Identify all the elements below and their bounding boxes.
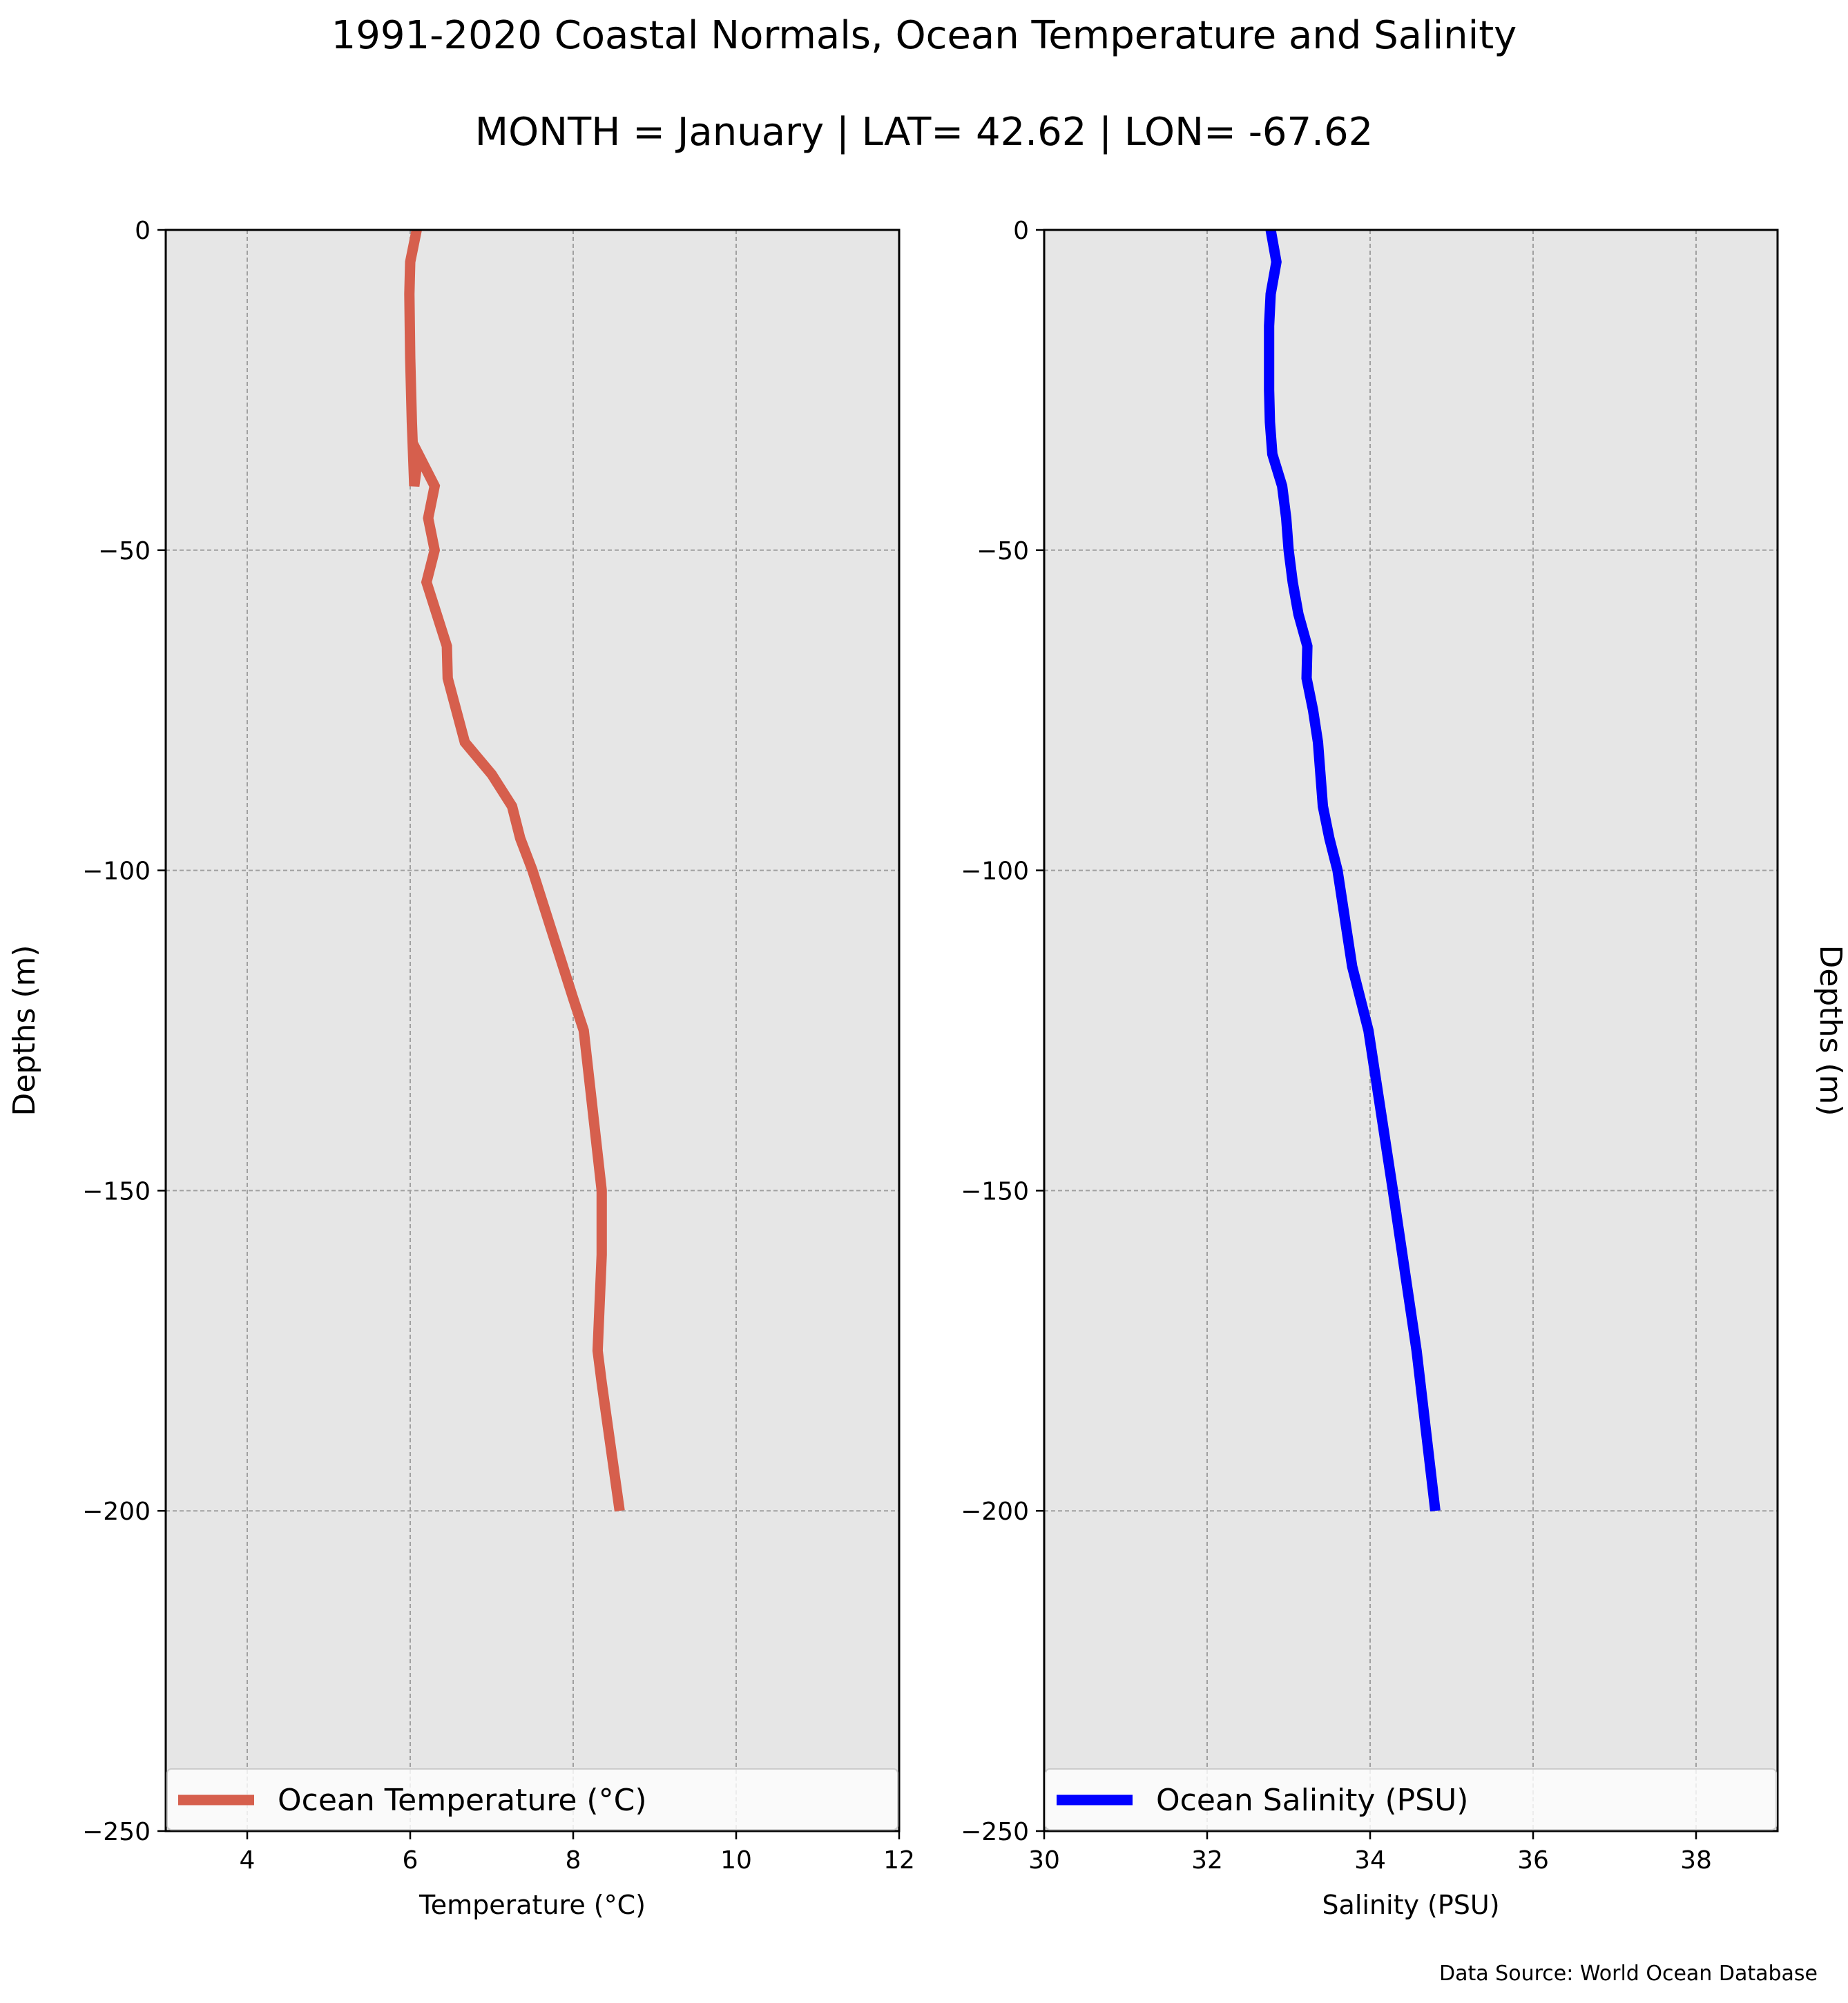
x-tick-label: 36 xyxy=(1517,1846,1549,1875)
x-tick-label: 38 xyxy=(1680,1846,1712,1875)
y-axis-label: Depths (m) xyxy=(7,945,42,1116)
series-line xyxy=(1264,229,1441,1512)
plot-area xyxy=(1044,230,1778,1831)
series-line xyxy=(404,229,625,1512)
legend-label: Ocean Salinity (PSU) xyxy=(1156,1783,1468,1818)
y-tick-label: −100 xyxy=(82,858,151,886)
figure-title: 1991-2020 Coastal Normals, Ocean Tempera… xyxy=(331,13,1517,58)
x-tick-label: 32 xyxy=(1191,1846,1223,1875)
y-axis-label: Depths (m) xyxy=(1813,945,1848,1116)
temperature-profile-chart: 4 6 8 10 12 0 −50 −100 −150 −200 −250 Temperature (… xyxy=(7,217,915,1920)
x-tick-label: 30 xyxy=(1028,1846,1060,1875)
y-tick-label: −50 xyxy=(976,537,1029,565)
legend-box xyxy=(1045,1768,1777,1830)
y-tick-label: −100 xyxy=(961,858,1029,886)
axes-frame xyxy=(1043,229,1779,1832)
axes-frame xyxy=(164,229,901,1832)
x-tick-label: 12 xyxy=(883,1846,915,1875)
legend: Ocean Salinity (PSU) xyxy=(1045,1768,1777,1830)
x-tick-label: 6 xyxy=(403,1846,418,1875)
legend-box xyxy=(166,1768,898,1830)
plot-area xyxy=(166,230,899,1831)
x-tick-label: 4 xyxy=(240,1846,256,1875)
x-tick-label: 34 xyxy=(1354,1846,1386,1875)
x-axis-label: Temperature (°C) xyxy=(418,1890,646,1920)
y-tick-label: −200 xyxy=(82,1498,151,1526)
y-tick-label: −150 xyxy=(82,1177,151,1206)
y-tick-label: −200 xyxy=(961,1498,1029,1526)
source-note: Data Source: World Ocean Database xyxy=(1439,1962,1818,1986)
y-tick-label: −250 xyxy=(961,1818,1029,1846)
figure-subtitle: MONTH = January | LAT= 42.62 | LON= -67.… xyxy=(475,110,1373,155)
legend-label: Ocean Temperature (°C) xyxy=(278,1783,647,1818)
salinity-profile-chart: 30 32 34 36 38 0 −50 −100 −150 −200 −250 Salinity (… xyxy=(961,217,1848,1920)
x-axis-label: Salinity (PSU) xyxy=(1322,1890,1499,1920)
y-tick-label: 0 xyxy=(1013,217,1029,245)
y-tick-label: 0 xyxy=(135,217,151,245)
legend: Ocean Temperature (°C) xyxy=(166,1768,898,1830)
y-tick-label: −150 xyxy=(961,1177,1029,1206)
x-tick-label: 10 xyxy=(720,1846,752,1875)
y-tick-label: −250 xyxy=(82,1818,151,1846)
y-tick-label: −50 xyxy=(98,537,151,565)
x-tick-label: 8 xyxy=(566,1846,581,1875)
